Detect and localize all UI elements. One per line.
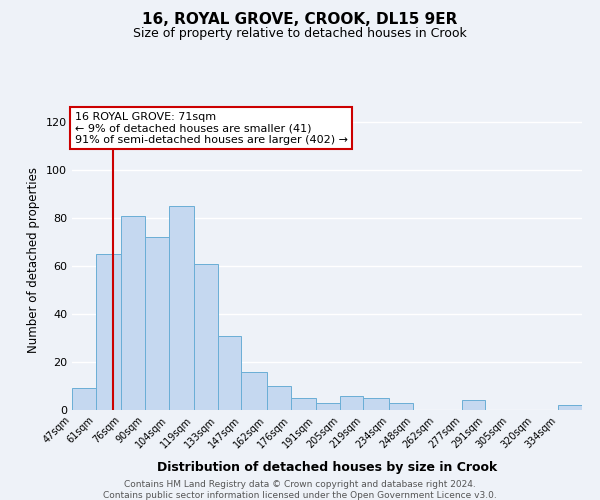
Bar — [169, 206, 194, 410]
Bar — [340, 396, 364, 410]
Bar — [96, 254, 121, 410]
Bar — [558, 405, 582, 410]
Text: Size of property relative to detached houses in Crook: Size of property relative to detached ho… — [133, 28, 467, 40]
Text: Contains HM Land Registry data © Crown copyright and database right 2024.: Contains HM Land Registry data © Crown c… — [124, 480, 476, 489]
Bar — [290, 398, 316, 410]
Bar — [267, 386, 290, 410]
Bar — [316, 403, 340, 410]
Text: 16, ROYAL GROVE, CROOK, DL15 9ER: 16, ROYAL GROVE, CROOK, DL15 9ER — [142, 12, 458, 28]
Bar — [364, 398, 389, 410]
Text: 16 ROYAL GROVE: 71sqm
← 9% of detached houses are smaller (41)
91% of semi-detac: 16 ROYAL GROVE: 71sqm ← 9% of detached h… — [74, 112, 347, 144]
Bar — [72, 388, 96, 410]
Bar — [462, 400, 485, 410]
Bar — [241, 372, 267, 410]
Bar — [145, 237, 169, 410]
Text: Contains public sector information licensed under the Open Government Licence v3: Contains public sector information licen… — [103, 491, 497, 500]
Bar — [218, 336, 241, 410]
Bar — [121, 216, 145, 410]
Bar — [389, 403, 413, 410]
X-axis label: Distribution of detached houses by size in Crook: Distribution of detached houses by size … — [157, 461, 497, 474]
Y-axis label: Number of detached properties: Number of detached properties — [28, 167, 40, 353]
Bar — [194, 264, 218, 410]
